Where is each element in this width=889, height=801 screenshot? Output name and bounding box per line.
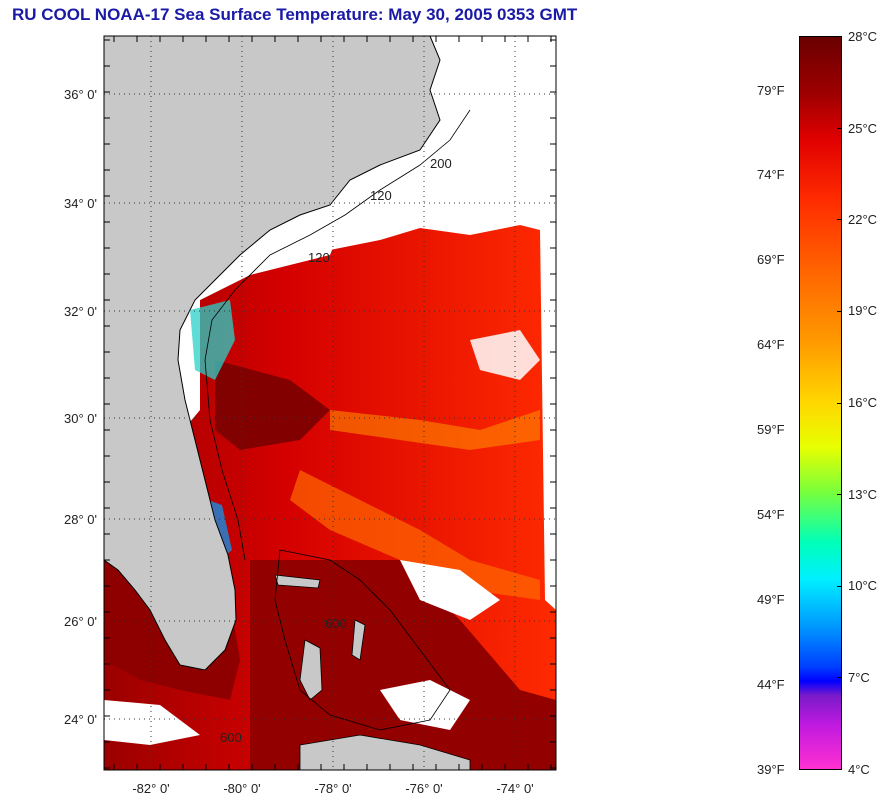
cloud-patch-4 — [470, 330, 540, 380]
colorbar-celsius-label: 25°C — [848, 121, 878, 136]
lon-label: -82° 0' — [132, 781, 169, 796]
colorbar-tick — [837, 36, 842, 37]
colorbar-tick — [837, 127, 842, 129]
lat-label: 28° 0' — [64, 512, 97, 527]
colorbar-celsius-label: 13°C — [848, 487, 878, 502]
cloud-patch — [400, 560, 500, 620]
bathymetry-contour — [204, 109, 471, 561]
colorbar-tick — [837, 219, 842, 221]
frame-ticks — [104, 36, 556, 770]
sst-south — [250, 560, 556, 770]
map-frame — [103, 35, 557, 771]
colorbar-fahrenheit-label: 54°F — [757, 507, 785, 522]
sst-core — [215, 360, 330, 450]
contour-label: 600 — [325, 616, 347, 631]
colorbar-tick — [837, 310, 842, 312]
colorbar-tick — [837, 402, 842, 404]
landmass-us — [104, 36, 441, 671]
colorbar-celsius-label: 19°C — [848, 303, 878, 318]
map-title: RU COOL NOAA-17 Sea Surface Temperature:… — [12, 5, 578, 24]
colorbar-tick — [837, 769, 842, 770]
lat-label: 34° 0' — [64, 196, 97, 211]
lon-label: -78° 0' — [314, 781, 351, 796]
map-area: 120 120 200 600 600 — [104, 36, 556, 770]
temperature-colorbar — [799, 36, 842, 770]
lat-label: 24° 0' — [64, 712, 97, 727]
colorbar-tick — [837, 677, 842, 679]
bathymetry-contour-2 — [274, 549, 451, 731]
colorbar-celsius-label: 22°C — [848, 212, 878, 227]
colorbar-fahrenheit-label: 44°F — [757, 677, 785, 692]
lon-label: -80° 0' — [223, 781, 260, 796]
colorbar-fahrenheit-label: 59°F — [757, 422, 785, 437]
warm-band — [290, 470, 540, 600]
colorbar-celsius-label: 10°C — [848, 578, 878, 593]
colorbar-fahrenheit-label: 69°F — [757, 252, 785, 267]
island-eleuthera — [351, 619, 366, 661]
colorbar-fahrenheit-label: 39°F — [757, 762, 785, 777]
colorbar-fahrenheit-label: 49°F — [757, 592, 785, 607]
colorbar-fahrenheit-label: 79°F — [757, 83, 785, 98]
colorbar-celsius-label: 28°C — [848, 29, 878, 44]
cloud-patch-3 — [104, 700, 200, 745]
lat-label: 32° 0' — [64, 304, 97, 319]
lat-label: 30° 0' — [64, 411, 97, 426]
contour-label: 120 — [308, 250, 330, 265]
colorbar-fahrenheit-label: 74°F — [757, 167, 785, 182]
cloud-patch-2 — [380, 680, 470, 730]
landmass-cuba — [299, 734, 471, 770]
colorbar-celsius-label: 7°C — [848, 670, 870, 685]
lon-label: -74° 0' — [496, 781, 533, 796]
contour-label: 200 — [430, 156, 452, 171]
lon-label: -76° 0' — [405, 781, 442, 796]
cool-shelf — [190, 300, 235, 380]
colorbar-celsius-label: 4°C — [848, 762, 870, 777]
warm-band-2 — [330, 410, 540, 450]
graticule — [104, 36, 556, 770]
lat-label: 26° 0' — [64, 614, 97, 629]
colorbar-tick — [837, 494, 842, 496]
contour-label: 120 — [370, 188, 392, 203]
cloud-patch-5 — [200, 225, 340, 300]
lat-label: 36° 0' — [64, 87, 97, 102]
island-andros — [299, 639, 323, 701]
colorbar-fahrenheit-label: 64°F — [757, 337, 785, 352]
contour-label: 600 — [220, 730, 242, 745]
colorbar-tick — [837, 585, 842, 587]
colorbar-celsius-label: 16°C — [848, 395, 878, 410]
